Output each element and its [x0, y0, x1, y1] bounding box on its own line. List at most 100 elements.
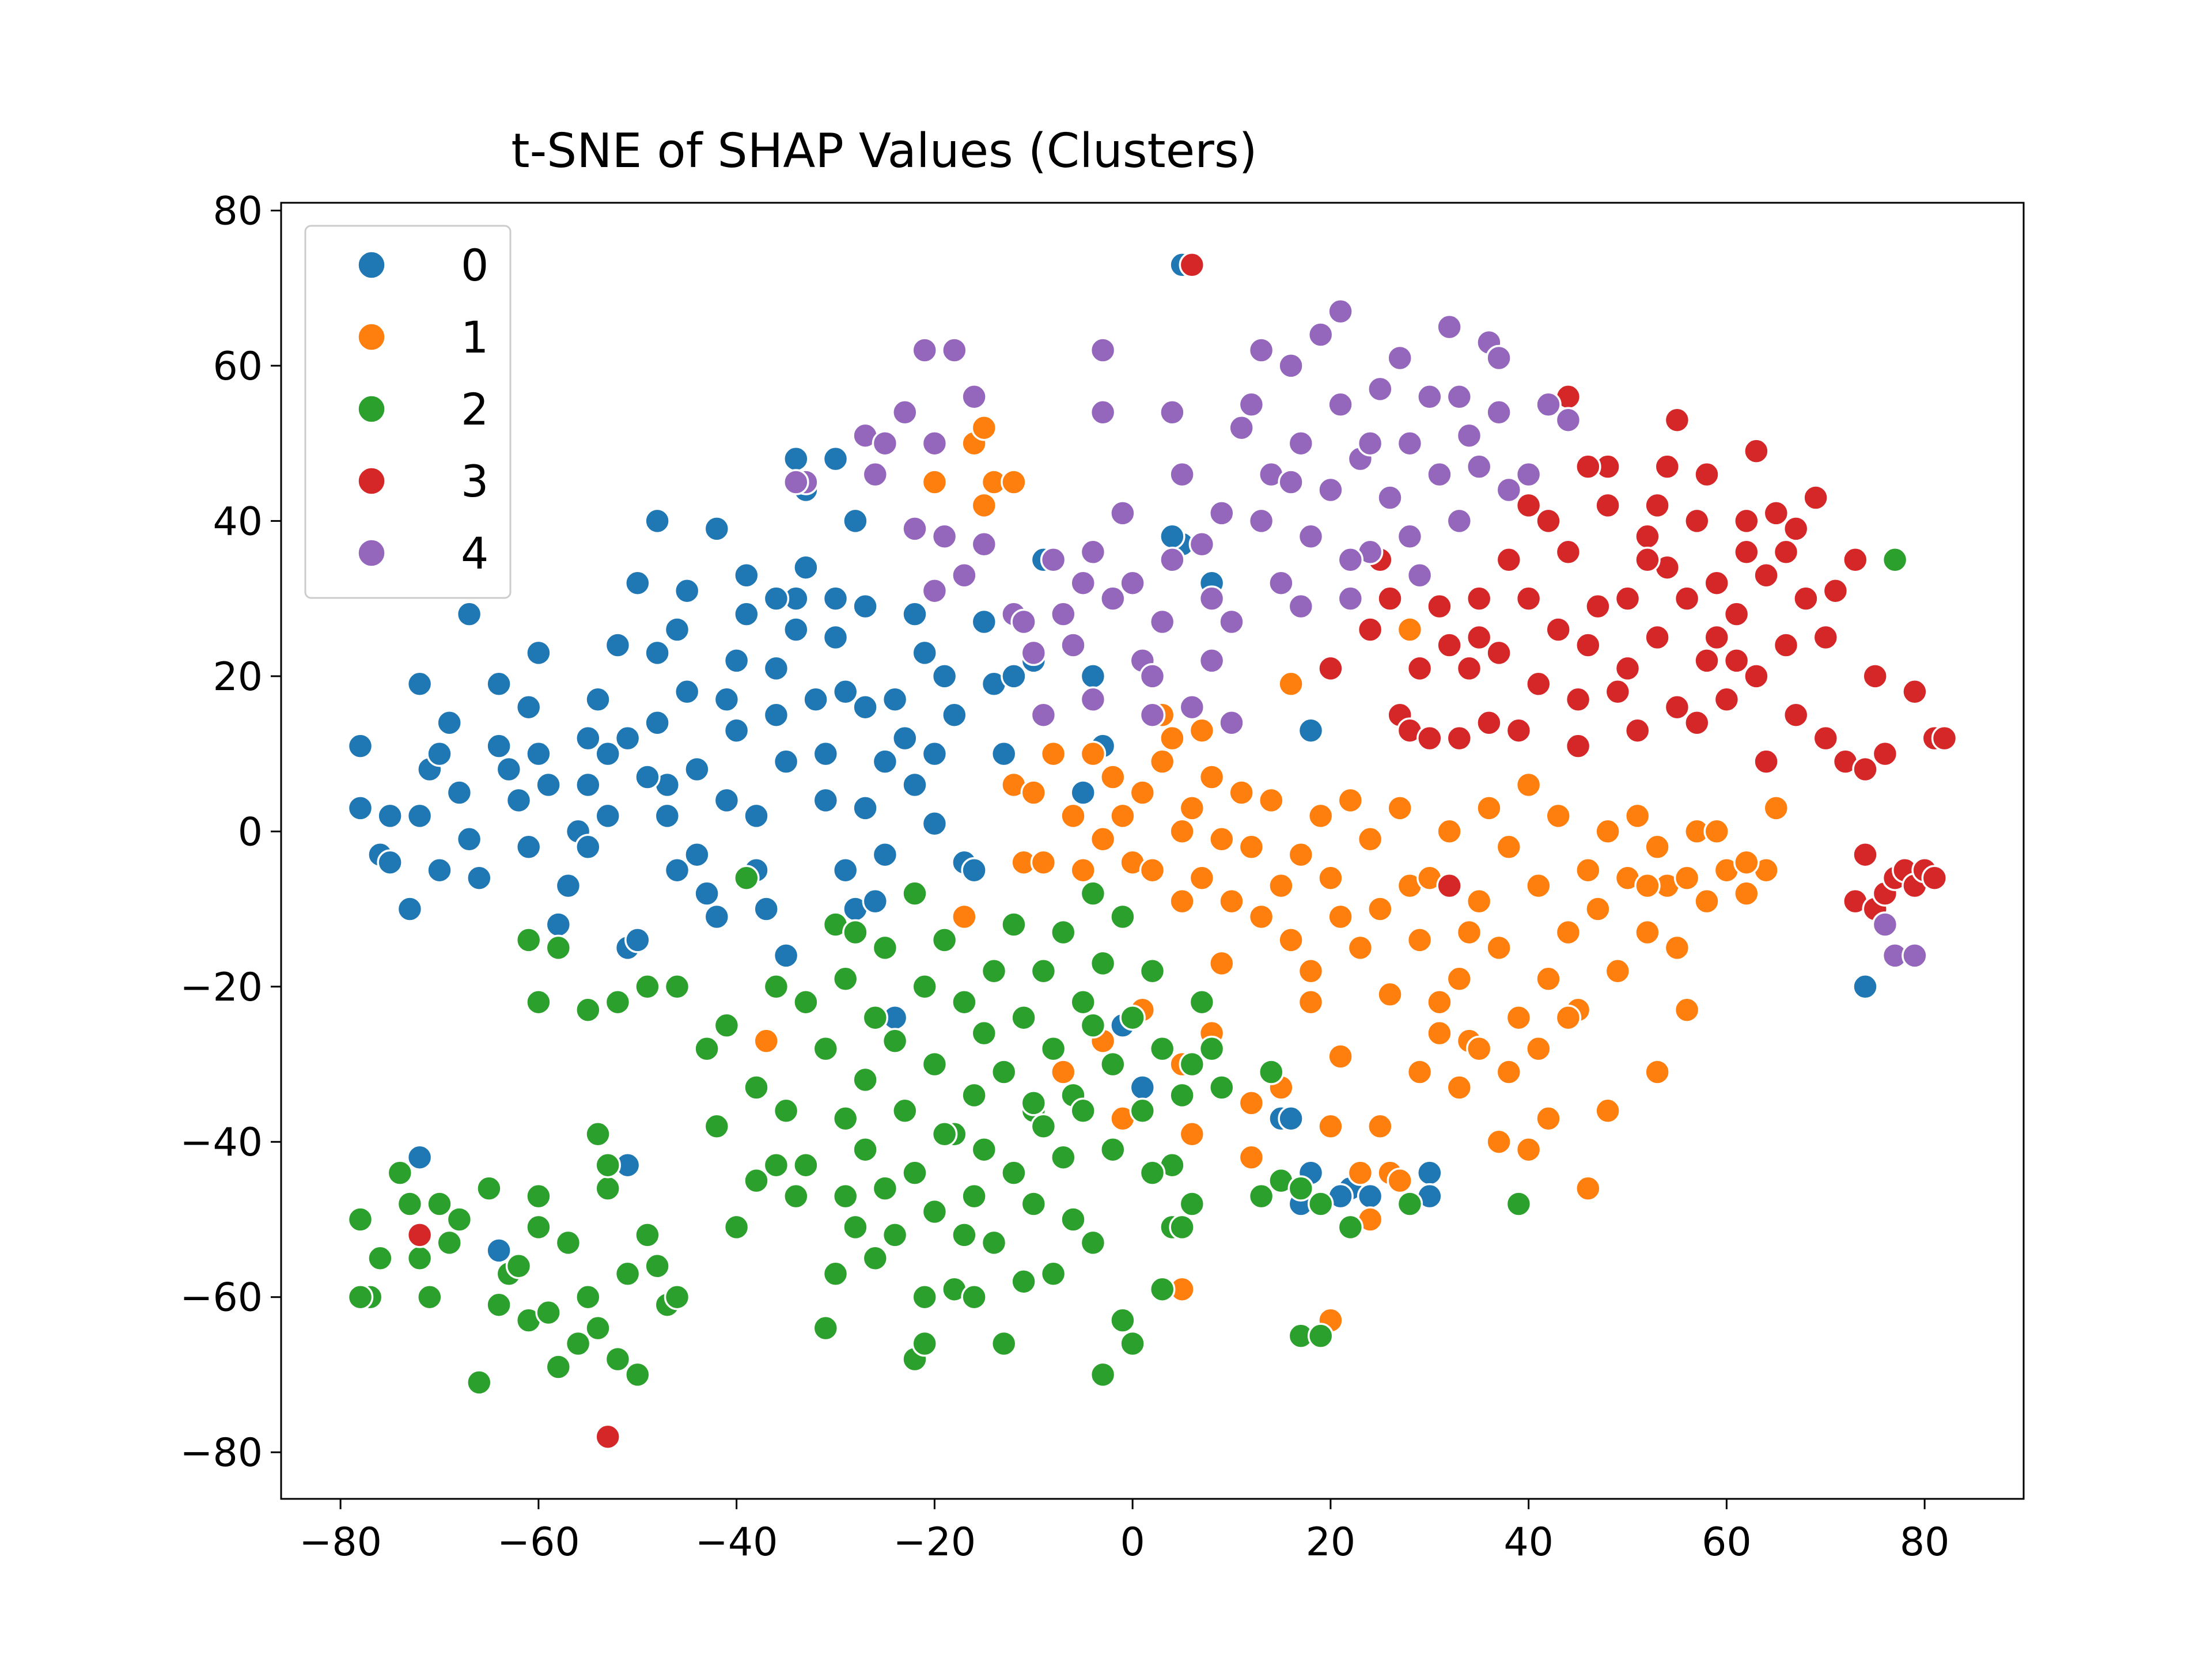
point-cluster-1-91	[1317, 1113, 1344, 1140]
legend: 0 1 2 3 4	[304, 225, 512, 599]
point-cluster-1-32	[1258, 787, 1285, 814]
point-cluster-4-3	[872, 430, 899, 457]
point-cluster-2-30	[971, 1020, 998, 1047]
point-cluster-2-130	[585, 1121, 611, 1147]
point-cluster-1-77	[1694, 888, 1720, 915]
point-cluster-3-54	[1872, 740, 1899, 767]
point-cluster-2-24	[911, 974, 938, 1000]
point-cluster-1-16	[1109, 802, 1136, 830]
point-cluster-1-58	[1505, 1004, 1532, 1031]
point-cluster-1-74	[1664, 934, 1691, 961]
point-cluster-1-61	[1535, 965, 1562, 993]
point-cluster-4-82	[1872, 911, 1899, 938]
point-cluster-2-128	[565, 1330, 592, 1357]
point-cluster-1-27	[1209, 826, 1235, 853]
point-cluster-0-23	[555, 872, 582, 899]
point-cluster-3-33	[1664, 694, 1691, 721]
point-cluster-0-74	[872, 748, 899, 775]
point-cluster-1-110	[1673, 997, 1700, 1023]
point-cluster-1-55	[1476, 795, 1502, 821]
point-cluster-0-94	[1080, 663, 1107, 690]
point-cluster-1-33	[1268, 872, 1294, 899]
point-cluster-3-79	[1634, 547, 1661, 573]
point-cluster-2-22	[892, 1097, 918, 1124]
point-cluster-2-80	[1030, 1113, 1057, 1140]
point-cluster-1-106	[1555, 1004, 1582, 1031]
point-cluster-4-77	[1139, 663, 1166, 690]
point-cluster-2-11	[763, 974, 790, 1000]
point-cluster-4-14	[1010, 608, 1037, 635]
point-cluster-1-101	[1465, 1035, 1493, 1062]
point-cluster-3-44	[1772, 632, 1800, 658]
point-cluster-0-67	[822, 624, 849, 651]
legend-marker-3	[357, 466, 387, 496]
point-cluster-2-69	[921, 1198, 948, 1225]
point-cluster-0-97	[783, 445, 809, 472]
point-cluster-2-52	[1188, 988, 1215, 1016]
point-cluster-0-62	[793, 554, 819, 581]
point-cluster-0-8	[426, 857, 453, 884]
point-cluster-4-2	[862, 461, 889, 488]
point-cluster-2-83	[1060, 1206, 1086, 1233]
point-cluster-2-88	[1109, 1307, 1136, 1334]
point-cluster-3-49	[1822, 577, 1849, 604]
point-cluster-0-14	[486, 671, 512, 698]
point-cluster-4-62	[1465, 453, 1493, 480]
point-cluster-0-5	[406, 671, 433, 698]
point-cluster-3-0	[1179, 252, 1206, 278]
point-cluster-3-23	[1565, 686, 1592, 713]
y-tick-label: 60	[213, 344, 263, 389]
point-cluster-2-41	[1080, 880, 1107, 907]
point-cluster-4-9	[941, 337, 968, 363]
point-cluster-0-106	[634, 764, 661, 790]
point-cluster-3-82	[1723, 647, 1750, 674]
point-cluster-3-87	[1614, 655, 1641, 682]
point-cluster-1-115	[1209, 950, 1235, 977]
point-cluster-1-75	[1673, 865, 1700, 891]
point-cluster-4-58	[1426, 461, 1453, 488]
point-cluster-4-54	[1387, 344, 1413, 372]
point-cluster-3-28	[1614, 585, 1641, 612]
point-cluster-3-86	[1812, 624, 1839, 651]
point-cluster-4-40	[1248, 507, 1275, 535]
point-cluster-3-37	[1703, 570, 1730, 596]
point-cluster-1-123	[1040, 740, 1067, 767]
point-cluster-2-62	[842, 1214, 869, 1241]
point-cluster-1-118	[1456, 919, 1483, 946]
point-cluster-0-83	[931, 663, 958, 690]
point-cluster-0-58	[772, 748, 800, 775]
point-cluster-4-20	[1070, 570, 1096, 596]
point-cluster-2-20	[872, 934, 899, 961]
point-cluster-1-37	[1297, 958, 1324, 984]
point-cluster-2-44	[1109, 903, 1136, 930]
point-cluster-2-57	[763, 1152, 790, 1179]
point-cluster-2-63	[852, 1136, 878, 1163]
point-cluster-1-40	[1327, 903, 1354, 930]
point-cluster-2-77	[1001, 1160, 1027, 1186]
point-cluster-1-100	[1446, 1074, 1473, 1101]
point-cluster-0-43	[684, 756, 710, 783]
point-cluster-4-65	[1495, 476, 1522, 503]
point-cluster-3-27	[1604, 679, 1631, 705]
point-cluster-4-11	[961, 384, 987, 410]
point-cluster-2-37	[1040, 1035, 1067, 1062]
point-cluster-4-52	[1367, 376, 1393, 403]
point-cluster-3-36	[1694, 647, 1720, 674]
point-cluster-2-127	[555, 1229, 582, 1256]
point-cluster-0-12	[466, 865, 493, 891]
point-cluster-0-75	[872, 841, 899, 868]
point-cluster-2-89	[1119, 1330, 1146, 1357]
point-cluster-1-108	[1594, 1097, 1621, 1124]
point-cluster-1-102	[1486, 1128, 1512, 1155]
point-cluster-2-102	[1307, 1191, 1334, 1217]
point-cluster-2-65	[872, 1175, 899, 1202]
point-cluster-2-134	[614, 1260, 641, 1287]
point-cluster-0-102	[902, 601, 928, 627]
point-cluster-3-42	[1753, 562, 1779, 589]
point-cluster-4-12	[971, 531, 998, 558]
point-cluster-1-18	[1129, 779, 1156, 806]
point-cluster-0-86	[971, 608, 998, 635]
point-cluster-1-97	[1387, 1167, 1413, 1194]
point-cluster-1-59	[1515, 771, 1542, 798]
point-cluster-1-56	[1486, 934, 1512, 961]
